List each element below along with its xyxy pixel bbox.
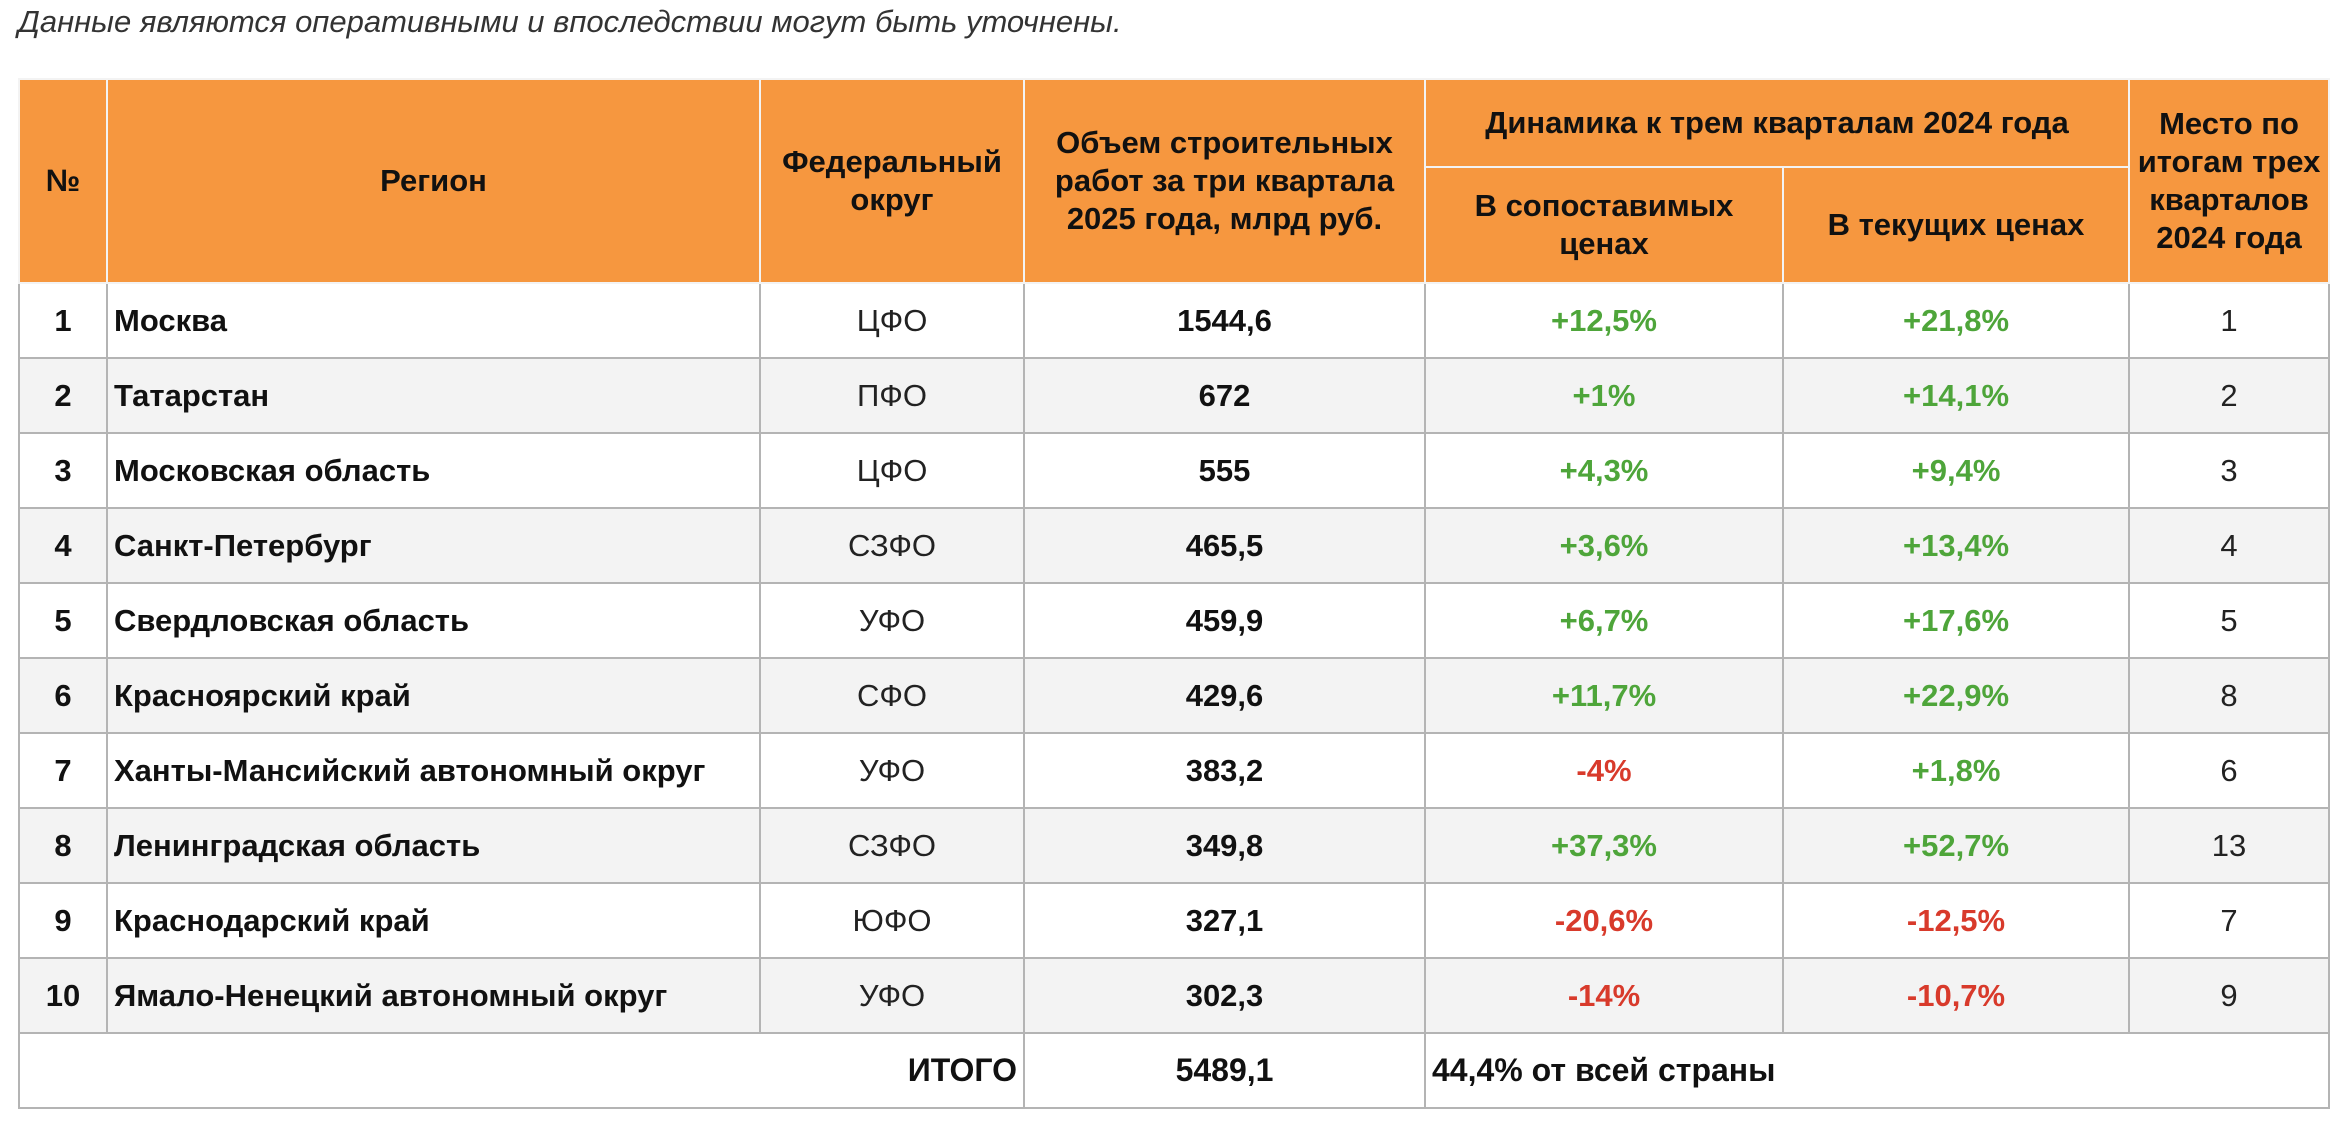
row-number: 5 <box>18 582 108 659</box>
dynamics-current: +13,4% <box>1781 507 2131 584</box>
dynamics-current: +9,4% <box>1781 432 2131 509</box>
federal-district: СФО <box>759 657 1025 734</box>
place-2024: 4 <box>2128 507 2331 584</box>
region-name: Татарстан <box>106 357 761 434</box>
place-2024: 3 <box>2128 432 2331 509</box>
dynamics-current: -10,7% <box>1781 957 2131 1034</box>
row-number: 6 <box>18 657 108 734</box>
place-2024: 13 <box>2128 807 2331 884</box>
table-row: 5 Свердловская область УФО 459,9 +6,7% +17,6%… <box>18 582 2331 659</box>
construction-volume: 429,6 <box>1023 657 1426 734</box>
place-2024: 1 <box>2128 282 2331 359</box>
dynamics-comparable: +11,7% <box>1424 657 1784 734</box>
row-number: 1 <box>18 282 108 359</box>
data-disclaimer-note: Данные являются оперативными и впоследст… <box>18 4 1122 39</box>
table-row: 2 Татарстан ПФО 672 +1% +14,1% 2 <box>18 357 2331 434</box>
place-2024: 9 <box>2128 957 2331 1034</box>
place-2024: 7 <box>2128 882 2331 959</box>
total-volume: 5489,1 <box>1023 1032 1426 1109</box>
dynamics-current: +14,1% <box>1781 357 2131 434</box>
dynamics-comparable: +4,3% <box>1424 432 1784 509</box>
row-number: 2 <box>18 357 108 434</box>
region-name: Москва <box>106 282 761 359</box>
row-number: 4 <box>18 507 108 584</box>
dynamics-comparable: -14% <box>1424 957 1784 1034</box>
construction-volume: 465,5 <box>1023 507 1426 584</box>
region-name: Ямало-Ненецкий автономный округ <box>106 957 761 1034</box>
construction-volume: 383,2 <box>1023 732 1426 809</box>
table-row: 9 Краснодарский край ЮФО 327,1 -20,6% -12,5% 7 <box>18 882 2331 959</box>
construction-volume: 672 <box>1023 357 1426 434</box>
header-place: Место по итогам трех кварталов 2024 года <box>2128 78 2331 284</box>
federal-district: УФО <box>759 582 1025 659</box>
place-2024: 5 <box>2128 582 2331 659</box>
construction-volume: 1544,6 <box>1023 282 1426 359</box>
dynamics-comparable: +1% <box>1424 357 1784 434</box>
total-row: ИТОГО 5489,1 44,4% от всей страны <box>18 1032 2331 1109</box>
row-number: 9 <box>18 882 108 959</box>
dynamics-comparable: +12,5% <box>1424 282 1784 359</box>
header-dynamics-group: Динамика к трем кварталам 2024 года <box>1423 78 2131 168</box>
construction-volume: 327,1 <box>1023 882 1426 959</box>
construction-volume: 459,9 <box>1023 582 1426 659</box>
table-row: 6 Красноярский край СФО 429,6 +11,7% +22,9% 8 <box>18 657 2331 734</box>
table-row: 3 Московская область ЦФО 555 +4,3% +9,4% 3 <box>18 432 2331 509</box>
row-number: 8 <box>18 807 108 884</box>
federal-district: ЮФО <box>759 882 1025 959</box>
region-name: Ханты-Мансийский автономный округ <box>106 732 761 809</box>
federal-district: ЦФО <box>759 432 1025 509</box>
region-name: Красноярский край <box>106 657 761 734</box>
construction-volume: 302,3 <box>1023 957 1426 1034</box>
federal-district: УФО <box>759 732 1025 809</box>
total-share: 44,4% от всей страны <box>1423 1032 2331 1109</box>
region-name: Санкт-Петербург <box>106 507 761 584</box>
header-comparable-prices: В сопоставимых ценах <box>1424 166 1784 284</box>
region-name: Ленинградская область <box>106 807 761 884</box>
header-num: № <box>18 78 108 284</box>
place-2024: 2 <box>2128 357 2331 434</box>
region-name: Московская область <box>106 432 761 509</box>
federal-district: СЗФО <box>759 807 1025 884</box>
dynamics-current: +22,9% <box>1781 657 2131 734</box>
dynamics-comparable: -20,6% <box>1424 882 1784 959</box>
place-2024: 8 <box>2128 657 2331 734</box>
dynamics-current: +17,6% <box>1781 582 2131 659</box>
table-row: 4 Санкт-Петербург СЗФО 465,5 +3,6% +13,4% 4 <box>18 507 2331 584</box>
row-number: 10 <box>18 957 108 1034</box>
dynamics-comparable: +6,7% <box>1424 582 1784 659</box>
federal-district: УФО <box>759 957 1025 1034</box>
row-number: 3 <box>18 432 108 509</box>
table-body: 1 Москва ЦФО 1544,6 +12,5% +21,8% 1 2 Татарстан П… <box>18 282 2331 1034</box>
table-row: 10 Ямало-Ненецкий автономный округ УФО 302,… <box>18 957 2331 1034</box>
dynamics-current: +21,8% <box>1781 282 2131 359</box>
header-federal-district: Федеральный округ <box>759 78 1025 284</box>
dynamics-current: +52,7% <box>1781 807 2131 884</box>
dynamics-comparable: +37,3% <box>1424 807 1784 884</box>
header-volume: Объем строительных работ за три квартала… <box>1023 78 1426 284</box>
total-label: ИТОГО <box>18 1032 1025 1109</box>
construction-volume: 555 <box>1023 432 1426 509</box>
region-name: Свердловская область <box>106 582 761 659</box>
regions-construction-table: № Регион Федеральный округ Объем строите… <box>18 78 2331 1109</box>
dynamics-current: -12,5% <box>1781 882 2131 959</box>
federal-district: СЗФО <box>759 507 1025 584</box>
federal-district: ЦФО <box>759 282 1025 359</box>
construction-volume: 349,8 <box>1023 807 1426 884</box>
table-row: 7 Ханты-Мансийский автономный округ УФО 383… <box>18 732 2331 809</box>
table-row: 1 Москва ЦФО 1544,6 +12,5% +21,8% 1 <box>18 282 2331 359</box>
row-number: 7 <box>18 732 108 809</box>
federal-district: ПФО <box>759 357 1025 434</box>
dynamics-comparable: +3,6% <box>1424 507 1784 584</box>
place-2024: 6 <box>2128 732 2331 809</box>
header-region: Регион <box>106 78 761 284</box>
region-name: Краснодарский край <box>106 882 761 959</box>
dynamics-current: +1,8% <box>1781 732 2131 809</box>
table-row: 8 Ленинградская область СЗФО 349,8 +37,3% +52… <box>18 807 2331 884</box>
dynamics-comparable: -4% <box>1424 732 1784 809</box>
table-header: № Регион Федеральный округ Объем строите… <box>18 78 2331 284</box>
header-current-prices: В текущих ценах <box>1781 166 2131 284</box>
